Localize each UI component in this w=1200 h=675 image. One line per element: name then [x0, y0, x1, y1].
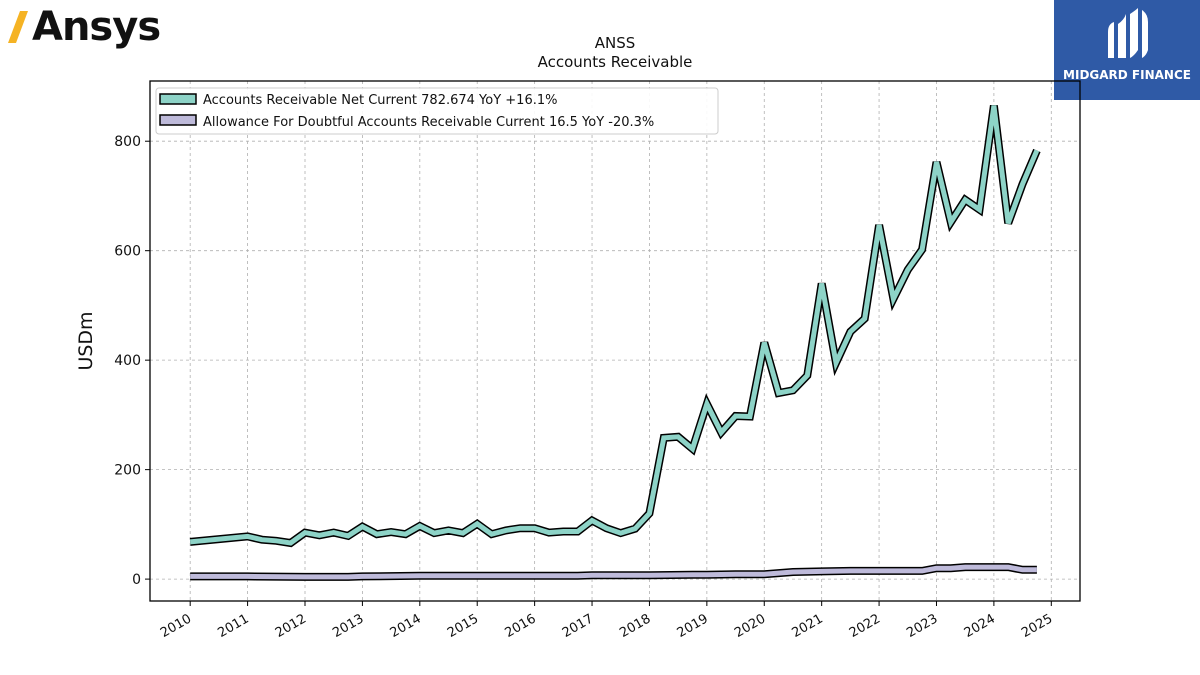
- x-tick-label: 2012: [273, 611, 309, 641]
- midgard-finance-mark-icon: [1108, 8, 1148, 58]
- legend-box: [155, 87, 719, 135]
- y-tick-label: 600: [114, 244, 141, 260]
- x-tick-label: 2016: [502, 611, 538, 641]
- y-tick-label: 0: [132, 572, 141, 588]
- chart-title: ANSS: [595, 34, 636, 52]
- series-line-1: [189, 105, 1041, 548]
- chart-subtitle: Accounts Receivable: [538, 53, 693, 71]
- x-tick-label: 2025: [1019, 611, 1055, 641]
- series-outline: [189, 105, 1041, 548]
- ansys-logo: Ansys: [6, 4, 161, 50]
- legend-label: Allowance For Doubtful Accounts Receivab…: [203, 115, 654, 130]
- x-tick-label: 2015: [445, 611, 481, 641]
- x-tick-label: 2024: [962, 611, 998, 641]
- series-line-2: [190, 563, 1037, 581]
- legend-swatch: [159, 93, 197, 105]
- y-tick-label: 200: [114, 463, 141, 479]
- legend-entry-2: Allowance For Doubtful Accounts Receivab…: [159, 114, 654, 130]
- ansys-chevron-icon: [8, 11, 28, 43]
- x-tick-label: 2021: [790, 611, 826, 641]
- x-tick-label: 2010: [158, 611, 194, 641]
- x-tick-label: 2017: [560, 611, 596, 641]
- series-stroke: [190, 564, 1037, 580]
- legend: Accounts Receivable Net Current 782.674 …: [155, 87, 719, 135]
- axes: 0 200 400 600 800 2010 2011 2012 2013 2014 2015 201…: [114, 134, 1055, 641]
- y-tick-label: 400: [114, 353, 141, 369]
- x-tick-label: 2023: [904, 611, 940, 641]
- x-tick-label: 2019: [675, 611, 711, 641]
- legend-swatch: [159, 114, 197, 126]
- x-tick-label: 2022: [847, 611, 883, 641]
- x-tick-label: 2018: [617, 611, 653, 641]
- x-tick-label: 2013: [330, 611, 366, 641]
- series-layer: [189, 105, 1041, 581]
- ansys-logo-text: Ansys: [32, 4, 161, 50]
- midgard-finance-logo: MIDGARD FINANCE: [1054, 0, 1200, 100]
- x-tick-label: 2011: [215, 611, 251, 641]
- y-tick-label: 800: [114, 134, 141, 150]
- legend-label: Accounts Receivable Net Current 782.674 …: [203, 93, 558, 108]
- y-axis-label: USDm: [75, 311, 97, 370]
- x-tick-label: 2020: [732, 611, 768, 641]
- series-stroke: [189, 105, 1040, 546]
- grid: [150, 81, 1080, 601]
- midgard-finance-logo-text: MIDGARD FINANCE: [1063, 68, 1191, 82]
- legend-entry-1: Accounts Receivable Net Current 782.674 …: [159, 93, 558, 108]
- x-tick-label: 2014: [388, 611, 424, 641]
- plot-area: [149, 80, 1081, 602]
